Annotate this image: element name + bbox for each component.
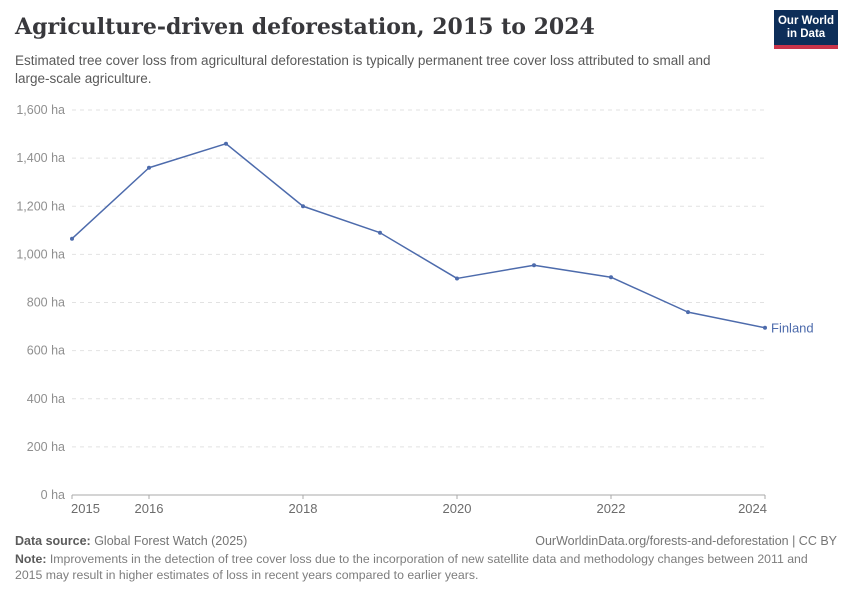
chart-svg: 0 ha 200 ha 400 ha 600 ha 800 ha 1,000 ha 1,20…: [16, 103, 814, 516]
data-line-finland[interactable]: [71, 142, 766, 329]
owid-logo-line2: in Data: [786, 27, 826, 40]
y-tick-label: 800 ha: [27, 296, 65, 310]
data-point-2019[interactable]: [378, 230, 382, 235]
x-tick-label: 2018: [289, 501, 318, 516]
data-source-value: Global Forest Watch (2025): [90, 534, 248, 548]
y-tick-label: 0 ha: [41, 488, 65, 502]
x-tick-label: 2020: [443, 501, 472, 516]
x-tick-label: 2024: [738, 501, 767, 516]
chart-footer: Data source: Global Forest Watch (2025) …: [15, 534, 837, 583]
note-label: Note:: [15, 552, 47, 566]
data-point-2023[interactable]: [686, 310, 690, 315]
series-label-finland[interactable]: Finland: [771, 320, 814, 335]
chart-subtitle: Estimated tree cover loss from agricultu…: [15, 53, 711, 86]
y-tick-label: 1,600 ha: [16, 103, 65, 117]
data-point-2020[interactable]: [455, 276, 459, 281]
data-point-2018[interactable]: [301, 204, 305, 209]
data-point-2024[interactable]: [763, 325, 767, 330]
y-tick-label: 600 ha: [27, 344, 65, 358]
owid-logo[interactable]: Our World in Data: [774, 10, 838, 49]
data-point-2021[interactable]: [532, 263, 536, 268]
y-tick-label: 400 ha: [27, 392, 65, 406]
x-tick-label: 2016: [135, 501, 164, 516]
data-point-2016[interactable]: [147, 165, 151, 170]
x-tick-label: 2022: [597, 501, 626, 516]
data-point-2017[interactable]: [224, 141, 228, 146]
x-tick-label: 2015: [71, 501, 100, 516]
y-tick-label: 200 ha: [27, 440, 65, 454]
chart-note: Note: Improvements in the detection of t…: [15, 552, 815, 583]
note-text: Improvements in the detection of tree co…: [15, 552, 808, 582]
data-source-label: Data source:: [15, 534, 91, 548]
y-tick-label: 1,000 ha: [16, 247, 65, 261]
data-point-2022[interactable]: [609, 275, 613, 280]
data-source: Data source: Global Forest Watch (2025): [15, 534, 247, 548]
y-tick-label: 1,200 ha: [16, 199, 65, 213]
page-title: Agriculture-driven deforestation, 2015 t…: [15, 14, 595, 40]
data-point-2015[interactable]: [70, 236, 74, 241]
y-tick-label: 1,400 ha: [16, 151, 65, 165]
canonical-link[interactable]: OurWorldinData.org/forests-and-deforesta…: [535, 534, 837, 548]
owid-logo-line1: Our World: [777, 14, 834, 27]
